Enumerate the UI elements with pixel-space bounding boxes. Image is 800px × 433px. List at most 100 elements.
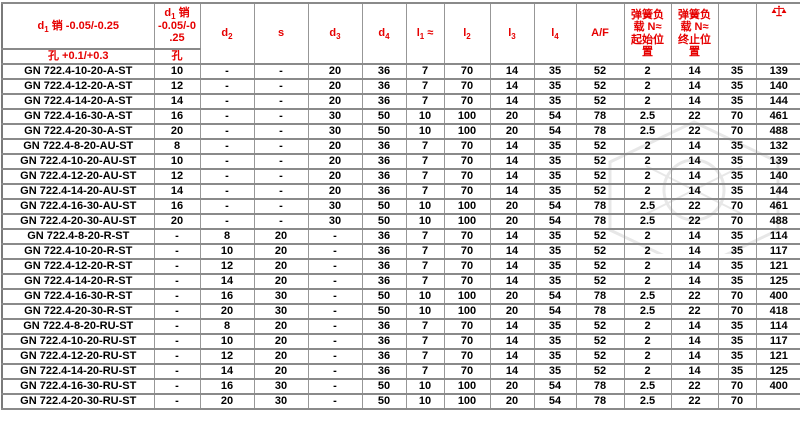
value-cell-d2: - — [199, 198, 255, 215]
value-cell-d2: 12 — [199, 348, 255, 365]
value-cell-spring_start: 2 — [623, 333, 672, 350]
table-row: GN 722.4-14-20-R-ST -14 20-36 7 70 14 35 52 2 14 3… — [1, 273, 800, 290]
value-cell-spring_start: 2 — [623, 228, 672, 245]
value-cell-af: 52 — [575, 168, 625, 185]
value-cell-l1: 7 — [405, 348, 445, 365]
value-cell-l1: 10 — [405, 303, 445, 320]
value-cell-l4: 54 — [533, 123, 577, 140]
value-cell-af: 52 — [575, 333, 625, 350]
article-name-cell: GN 722.4-14-20-R-ST — [1, 273, 155, 290]
value-cell-af: 52 — [575, 63, 625, 80]
col-header-l1: l1 ≈ — [405, 2, 445, 65]
value-cell-s: - — [253, 123, 309, 140]
value-cell-s: 20 — [253, 258, 309, 275]
value-cell-l1: 10 — [405, 108, 445, 125]
col-header-d3: d3 — [307, 2, 363, 65]
value-cell-l1: 7 — [405, 363, 445, 380]
value-cell-l3: 20 — [489, 213, 535, 230]
value-cell-d1: - — [153, 393, 201, 410]
value-cell-d3: 30 — [307, 213, 363, 230]
value-cell-d2: - — [199, 123, 255, 140]
value-cell-d2: 10 — [199, 243, 255, 260]
value-cell-weight: 114 — [755, 228, 800, 245]
table-row: GN 722.4-12-20-R-ST -12 20-36 7 70 14 35 52 2 14 3… — [1, 258, 800, 275]
value-cell-spring_end: 14 — [670, 138, 719, 155]
value-cell-l1: 7 — [405, 273, 445, 290]
value-cell-s: - — [253, 108, 309, 125]
value-cell-l1: 7 — [405, 318, 445, 335]
value-cell-s: 30 — [253, 393, 309, 410]
value-cell-l2: 70 — [443, 153, 491, 170]
value-cell-spring_end: 22 — [670, 393, 719, 410]
value-cell-s: - — [253, 213, 309, 230]
value-cell-l1: 7 — [405, 258, 445, 275]
value-cell-d3: 20 — [307, 138, 363, 155]
table-row: GN 722.4-12-20-RU-ST -12 20-36 7 70 14 35 52 2 14… — [1, 348, 800, 365]
value-cell-d2: - — [199, 78, 255, 95]
value-cell-af: 78 — [575, 288, 625, 305]
value-cell-d3: 20 — [307, 78, 363, 95]
value-cell-weight: 139 — [755, 153, 800, 170]
value-cell-spring_start: 2 — [623, 168, 672, 185]
col-header-d4: d4 — [361, 2, 407, 65]
value-cell-d4: 36 — [361, 138, 407, 155]
article-name-cell: GN 722.4-10-20-RU-ST — [1, 333, 155, 350]
value-cell-d3: - — [307, 348, 363, 365]
value-cell-weight: 114 — [755, 318, 800, 335]
value-cell-d3: - — [307, 393, 363, 410]
value-cell-l3: 14 — [489, 228, 535, 245]
value-cell-s: 20 — [253, 348, 309, 365]
value-cell-unlabeled: 35 — [717, 138, 757, 155]
value-cell-l3: 20 — [489, 108, 535, 125]
value-cell-l3: 14 — [489, 318, 535, 335]
value-cell-l3: 14 — [489, 258, 535, 275]
value-cell-d4: 50 — [361, 303, 407, 320]
value-cell-d1: 10 — [153, 63, 201, 80]
col-header-af: A/F — [575, 2, 625, 65]
value-cell-unlabeled: 35 — [717, 93, 757, 110]
value-cell-unlabeled: 70 — [717, 123, 757, 140]
value-cell-weight: 144 — [755, 93, 800, 110]
col-header-d2: d2 — [199, 2, 255, 65]
value-cell-spring_start: 2 — [623, 273, 672, 290]
value-cell-l4: 54 — [533, 108, 577, 125]
value-cell-weight: 121 — [755, 348, 800, 365]
value-cell-s: - — [253, 153, 309, 170]
value-cell-unlabeled: 35 — [717, 228, 757, 245]
value-cell-s: 20 — [253, 363, 309, 380]
value-cell-d2: 12 — [199, 258, 255, 275]
value-cell-l2: 100 — [443, 198, 491, 215]
value-cell-l1: 7 — [405, 183, 445, 200]
value-cell-unlabeled: 35 — [717, 348, 757, 365]
value-cell-l1: 7 — [405, 93, 445, 110]
table-row: GN 722.4-20-30-AU-ST 20- -30 50 10 100 20 54 78 2… — [1, 213, 800, 230]
col-header-s: s — [253, 2, 309, 65]
article-name-cell: GN 722.4-20-30-A-ST — [1, 123, 155, 140]
article-name-cell: GN 722.4-14-20-AU-ST — [1, 183, 155, 200]
article-name-cell: GN 722.4-20-30-AU-ST — [1, 213, 155, 230]
value-cell-af: 52 — [575, 78, 625, 95]
value-cell-l2: 100 — [443, 213, 491, 230]
value-cell-d4: 36 — [361, 273, 407, 290]
value-cell-d4: 36 — [361, 168, 407, 185]
value-cell-l2: 100 — [443, 303, 491, 320]
value-cell-l1: 7 — [405, 228, 445, 245]
value-cell-s: 20 — [253, 228, 309, 245]
table-row: GN 722.4-10-20-RU-ST -10 20-36 7 70 14 35 52 2 14… — [1, 333, 800, 350]
value-cell-spring_end: 14 — [670, 243, 719, 260]
value-cell-l1: 7 — [405, 153, 445, 170]
value-cell-d2: 20 — [199, 303, 255, 320]
value-cell-l1: 7 — [405, 138, 445, 155]
value-cell-l2: 100 — [443, 378, 491, 395]
value-cell-s: 30 — [253, 288, 309, 305]
value-cell-unlabeled: 35 — [717, 183, 757, 200]
value-cell-d1: 14 — [153, 183, 201, 200]
table-row: GN 722.4-16-30-A-ST 16- -30 50 10 100 20 54 78 2.… — [1, 108, 800, 125]
article-name-cell: GN 722.4-16-30-RU-ST — [1, 378, 155, 395]
value-cell-s: 20 — [253, 273, 309, 290]
value-cell-unlabeled: 70 — [717, 378, 757, 395]
value-cell-weight: 125 — [755, 363, 800, 380]
table-row: GN 722.4-20-30-RU-ST -20 30-50 10 100 20 54 78 2… — [1, 393, 800, 410]
value-cell-l3: 14 — [489, 273, 535, 290]
article-name-cell: GN 722.4-12-20-RU-ST — [1, 348, 155, 365]
